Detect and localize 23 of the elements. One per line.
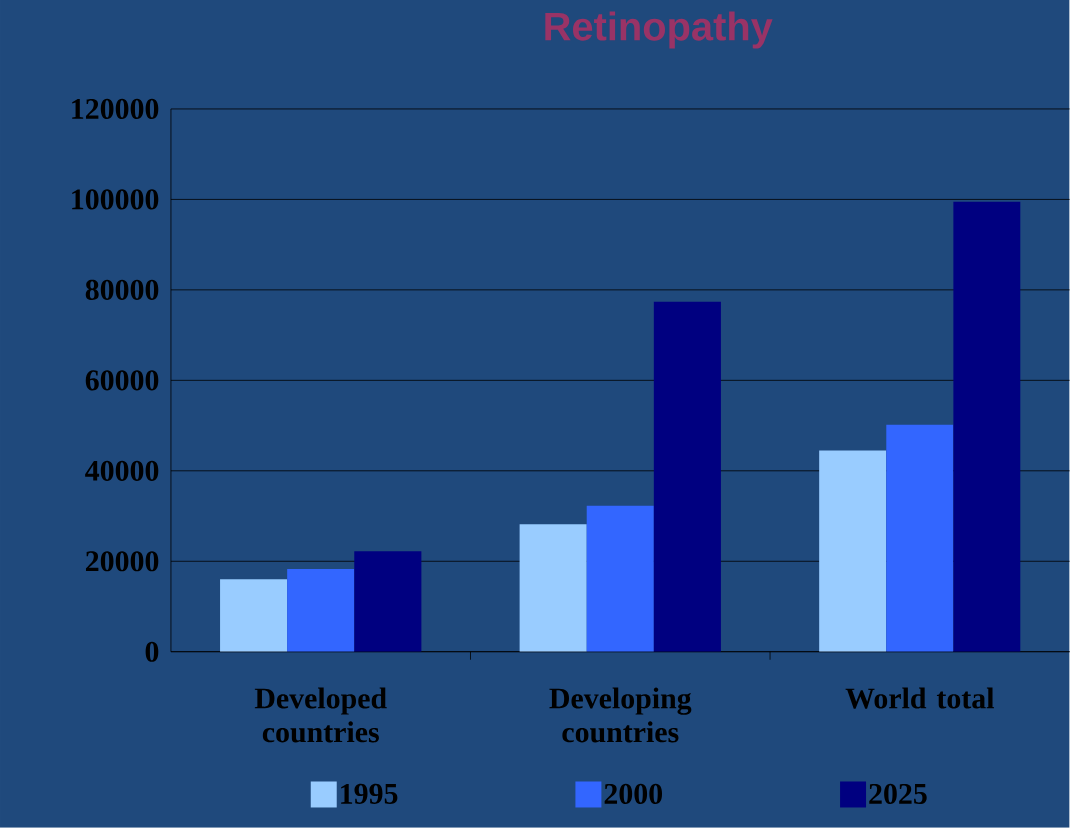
bar — [354, 551, 422, 652]
y-tick-label: 60000 — [85, 370, 159, 391]
bar — [886, 424, 954, 652]
y-tick-label: 20000 — [85, 551, 159, 572]
bar — [819, 450, 887, 652]
y-tick-label: 0 — [145, 641, 159, 662]
legend-label: 2000 — [604, 783, 663, 805]
x-tick-label: World total — [845, 687, 995, 709]
legend-label: 1995 — [341, 783, 398, 805]
y-tick-label: 40000 — [85, 460, 159, 482]
bar — [586, 505, 654, 652]
bar — [953, 201, 1021, 652]
y-tick-label: 100000 — [72, 189, 159, 210]
bar — [519, 524, 587, 652]
y-tick-label: 80000 — [85, 279, 159, 301]
y-tick-label: 120000 — [72, 99, 159, 120]
x-tick-label: Developed countries — [254, 687, 387, 743]
bar — [287, 569, 355, 652]
x-tick-label: Developing countries — [549, 687, 692, 743]
legend-label: 2025 — [869, 783, 927, 805]
bar — [220, 579, 288, 652]
chart-title: Retinopathy — [545, 11, 773, 49]
bar — [653, 301, 721, 652]
